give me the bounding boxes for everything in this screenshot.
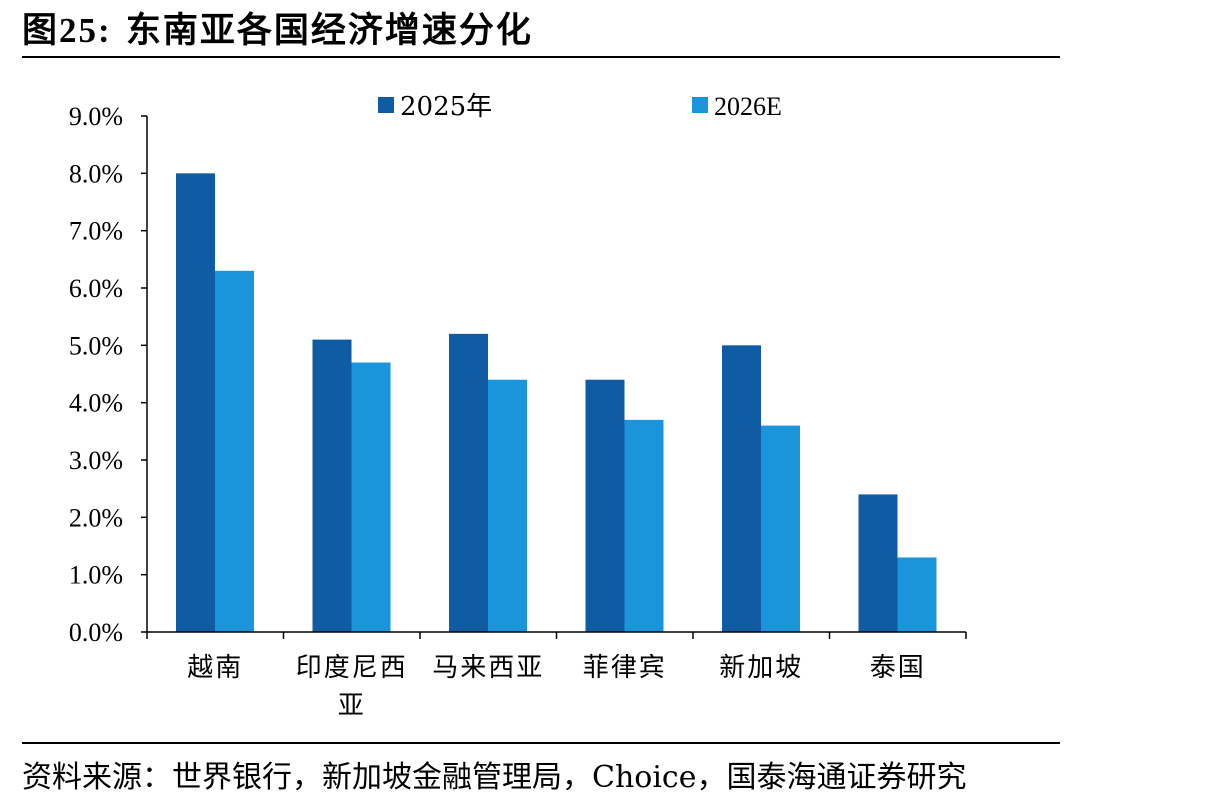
bar — [449, 333, 488, 632]
x-tick-label: 印度尼西亚 — [296, 653, 408, 721]
bar — [624, 419, 664, 632]
bar — [761, 425, 800, 632]
bar — [858, 494, 898, 632]
x-tick-label: 泰国 — [870, 653, 926, 683]
y-axis: 0.0% 1.0% 2.0% 3.0% 4.0% 5.0% 6.0% 7.0% 8.0% 9.0% — [69, 102, 148, 647]
y-tick-label: 4.0% — [69, 389, 123, 418]
y-tick-label: 6.0% — [69, 274, 123, 303]
title-rule — [22, 56, 1060, 58]
x-tick-label: 越南 — [187, 653, 243, 683]
y-tick-label: 7.0% — [69, 217, 123, 246]
x-tick-label: 新加坡 — [719, 653, 803, 683]
y-tick-label: 5.0% — [69, 331, 123, 360]
bar — [722, 345, 761, 632]
bars — [176, 173, 937, 633]
legend-swatch — [692, 97, 708, 113]
bar — [351, 362, 391, 632]
y-tick-label: 8.0% — [69, 159, 123, 188]
bar — [215, 270, 254, 632]
y-tick-label: 2.0% — [69, 503, 123, 532]
y-tick-label: 0.0% — [69, 618, 123, 647]
bar — [176, 173, 215, 633]
y-tick-label: 1.0% — [69, 561, 123, 590]
bar — [312, 339, 352, 632]
bar — [488, 379, 527, 632]
bar — [897, 557, 937, 632]
source-note: 资料来源：世界银行，新加坡金融管理局，Choice，国泰海通证券研究 — [22, 760, 967, 795]
bar-chart: 2025年 2026E 0.0% 1.0% 2.0% 3.0% 4.0% 5.0% 6.0% 7… — [69, 92, 967, 721]
legend-label: 2026E — [714, 92, 782, 121]
legend-label: 2025年 — [400, 92, 492, 122]
x-tick-label: 菲律宾 — [583, 653, 667, 683]
figure-label: 图25: — [22, 11, 112, 50]
figure-title-text: 东南亚各国经济增速分化 — [125, 10, 533, 51]
bar — [585, 379, 625, 632]
y-tick-label: 3.0% — [69, 446, 123, 475]
source-rule — [22, 742, 1060, 744]
legend-swatch — [378, 97, 394, 113]
legend: 2025年 2026E — [378, 92, 782, 122]
x-tick-label: 马来西亚 — [432, 653, 544, 683]
y-tick-label: 9.0% — [69, 102, 123, 131]
figure-title: 图25: 东南亚各国经济增速分化 — [22, 2, 533, 53]
